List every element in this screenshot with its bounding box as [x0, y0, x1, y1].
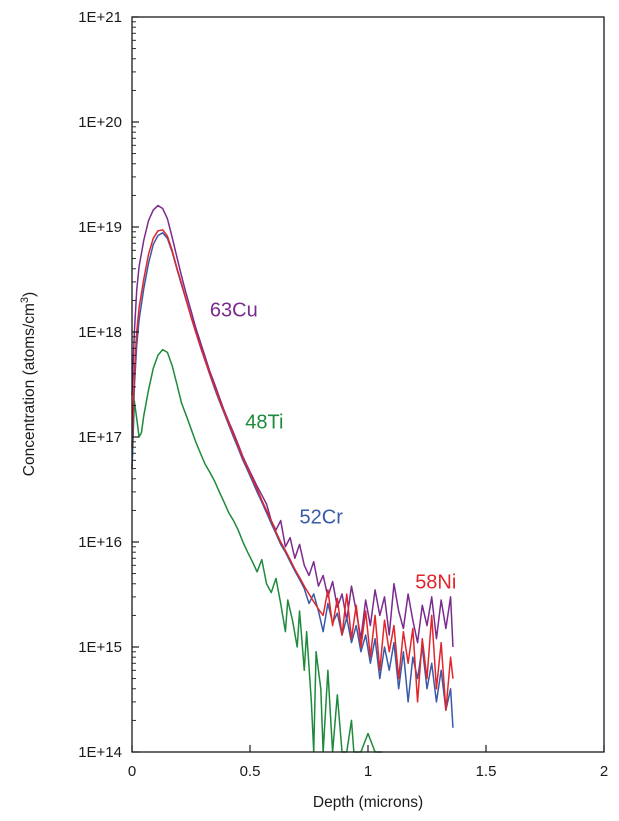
y-tick-label: 1E+21 [78, 9, 122, 26]
series-label-48ti: 48Ti [245, 412, 283, 434]
y-tick-label: 1E+15 [78, 639, 122, 656]
x-axis-title: Depth (microns) [313, 794, 423, 811]
y-tick-label: 1E+14 [78, 744, 122, 761]
y-axis-title: Concentration (atoms/cm3) [19, 292, 38, 476]
x-tick-label: 1.5 [476, 763, 497, 780]
y-axis-title-superscript: 3 [19, 297, 31, 303]
x-tick-label: 2 [600, 763, 608, 780]
y-tick-label: 1E+17 [78, 429, 122, 446]
series-label-63cu: 63Cu [210, 300, 258, 322]
y-axis-title-main: Concentration (atoms/cm [21, 303, 38, 476]
y-tick-label: 1E+20 [78, 114, 122, 131]
plot-frame [131, 16, 605, 753]
series-layer [131, 204, 454, 753]
series-line-52cr [131, 232, 454, 728]
series-line-48ti [131, 348, 383, 753]
x-tick-label: 0 [128, 763, 136, 780]
axes-layer: 1E+14 1E+15 1E+16 1E+17 1E+18 1E+19 1E+20 1E+21… [78, 9, 608, 780]
x-tick-label: 1 [364, 763, 372, 780]
y-tick-label: 1E+18 [78, 324, 122, 341]
series-label-58ni: 58Ni [415, 572, 456, 594]
x-tick-label: 0.5 [240, 763, 261, 780]
y-tick-label: 1E+19 [78, 219, 122, 236]
y-tick-label: 1E+16 [78, 534, 122, 551]
series-line-63cu [131, 204, 454, 648]
y-axis-title-close: ) [21, 292, 38, 297]
series-label-52cr: 52Cr [300, 507, 344, 529]
series-labels-layer: 48Ti 63Cu 52Cr 58Ni [210, 300, 456, 594]
series-line-58ni [131, 229, 454, 711]
